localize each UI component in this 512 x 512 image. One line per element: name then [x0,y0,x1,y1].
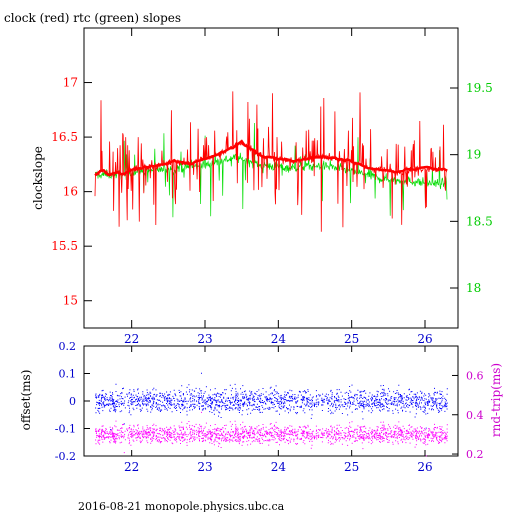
bottom-ytick-label: 0.1 [59,368,77,381]
rndtrip-points [95,411,448,457]
bottom-xtick-label: 23 [197,460,212,474]
top-plot-marks [94,91,448,232]
bottom-xtick-label: 22 [124,460,139,474]
bottom-plot-marks [95,372,448,457]
bottom-y2tick-label: 0.4 [466,409,484,422]
bottom-ylabel: offset(ms) [19,370,33,431]
rtc-series-line [94,122,448,218]
top-y2tick-label: 19.5 [466,81,493,95]
top-ytick-label: 15.5 [51,239,78,253]
bottom-y2label: rnd-trip(ms) [489,363,503,437]
top-y2tick-label: 18.5 [466,214,493,228]
bottom-ytick-label: 0.2 [59,340,77,353]
bottom-y2tick-label: 0.2 [466,448,484,461]
footer-text: 2016-08-21 monopole.physics.ubc.ca [78,500,285,512]
offset-points [95,372,448,430]
bottom-xtick-label: 25 [344,460,359,474]
top-xtick-label: 23 [197,332,212,346]
top-ytick-label: 16.5 [51,130,78,144]
top-plot-frame [83,27,459,329]
top-xtick-label: 26 [417,332,432,346]
clock-series-line [94,91,448,232]
top-ytick-label: 15 [63,294,78,308]
clock-trend-line [94,139,448,177]
top-xtick-label: 25 [344,332,359,346]
bottom-y2tick-label: 0.6 [466,369,484,382]
top-xtick-label: 24 [271,332,287,346]
chart-title: clock (red) rtc (green) slopes [4,11,181,25]
bottom-xtick-label: 24 [271,460,287,474]
top-xtick-label: 22 [124,332,139,346]
bottom-ytick-label: 0 [69,395,76,408]
bottom-ytick-label: -0.1 [55,423,76,436]
top-ytick-label: 16 [63,185,78,199]
bottom-xtick-label: 26 [417,460,432,474]
bottom-ytick-label: -0.2 [55,450,76,463]
top-y2tick-label: 18 [466,281,481,295]
top-ylabel: clockslope [31,146,45,210]
top-ytick-label: 17 [63,76,78,90]
bottom-plot-axes: 22 23 24 25 26 -0.2 -0.1 0 0.1 0.2 0.2 0.4 0.6 [55,340,484,474]
top-y2tick-label: 19 [466,148,481,162]
top-plot-axes: 22 23 24 25 26 15 15.5 16 16.5 17 18 18.5 19 19.5 [51,28,493,346]
